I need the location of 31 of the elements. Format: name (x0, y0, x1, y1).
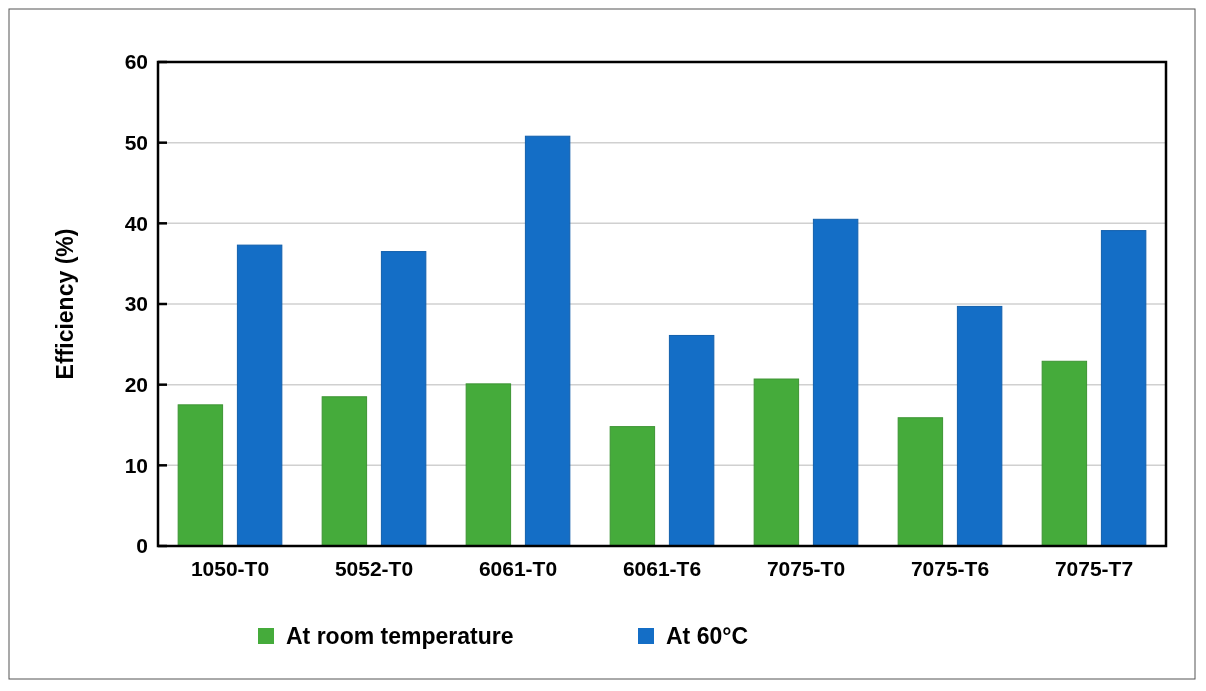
y-tick-label: 30 (124, 292, 148, 316)
x-tick-label: 7075-T7 (1054, 557, 1134, 580)
bar (812, 218, 859, 547)
x-tick-label: 7075-T0 (766, 557, 846, 580)
x-tick-label: 6061-T0 (478, 557, 558, 580)
bar (956, 305, 1003, 547)
y-tick-label: 10 (124, 453, 148, 477)
bar (668, 334, 715, 547)
legend-label: At 60°C (666, 623, 749, 650)
bar (897, 417, 944, 547)
x-tick-label: 1050-T0 (190, 557, 270, 580)
bar (524, 135, 571, 547)
bar (1100, 230, 1147, 547)
x-tick-label: 6061-T6 (622, 557, 702, 580)
y-tick-label: 60 (124, 50, 148, 74)
x-tick-label: 7075-T6 (910, 557, 990, 580)
bar (753, 378, 800, 547)
bar (236, 244, 283, 547)
legend-label: At room temperature (286, 623, 514, 650)
bar (609, 426, 656, 547)
bar (380, 251, 427, 547)
bar (321, 396, 368, 547)
bar (465, 383, 512, 547)
bar (1041, 360, 1088, 547)
y-tick-label: 40 (124, 211, 148, 235)
y-tick-label: 0 (136, 534, 148, 558)
y-axis-title: Efficiency (%) (52, 228, 78, 380)
y-tick-label: 20 (124, 373, 148, 397)
y-tick-label: 50 (124, 131, 148, 155)
x-tick-label: 5052-T0 (334, 557, 414, 580)
bar (177, 404, 224, 547)
